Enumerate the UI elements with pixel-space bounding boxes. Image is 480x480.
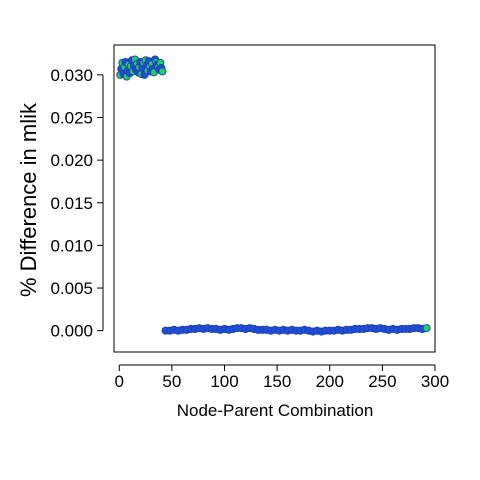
x-tick-label: 200 <box>316 372 344 391</box>
y-tick-label: 0.000 <box>50 322 93 341</box>
y-tick-label: 0.015 <box>50 194 93 213</box>
plot-frame <box>113 44 436 353</box>
x-tick-label: 100 <box>210 372 238 391</box>
data-point <box>422 324 431 333</box>
y-axis: 0.000 0.005 0.010 0.015 0.020 0.025 0.030 <box>50 66 104 341</box>
x-tick-label: 150 <box>263 372 291 391</box>
y-axis-title: % Difference in mlik <box>16 102 41 297</box>
y-tick-label: 0.030 <box>50 66 93 85</box>
data-point <box>158 67 167 76</box>
y-tick-label: 0.020 <box>50 151 93 170</box>
y-tick-label: 0.010 <box>50 236 93 255</box>
x-axis: 0 50 100 150 200 250 300 <box>115 364 449 391</box>
x-axis-title: Node-Parent Combination <box>177 401 374 420</box>
data-points <box>116 55 431 336</box>
x-tick-label: 50 <box>162 372 181 391</box>
y-tick-label: 0.005 <box>50 279 93 298</box>
x-tick-label: 0 <box>115 372 124 391</box>
x-tick-label: 250 <box>368 372 396 391</box>
y-tick-label: 0.025 <box>50 108 93 127</box>
x-tick-label: 300 <box>421 372 449 391</box>
